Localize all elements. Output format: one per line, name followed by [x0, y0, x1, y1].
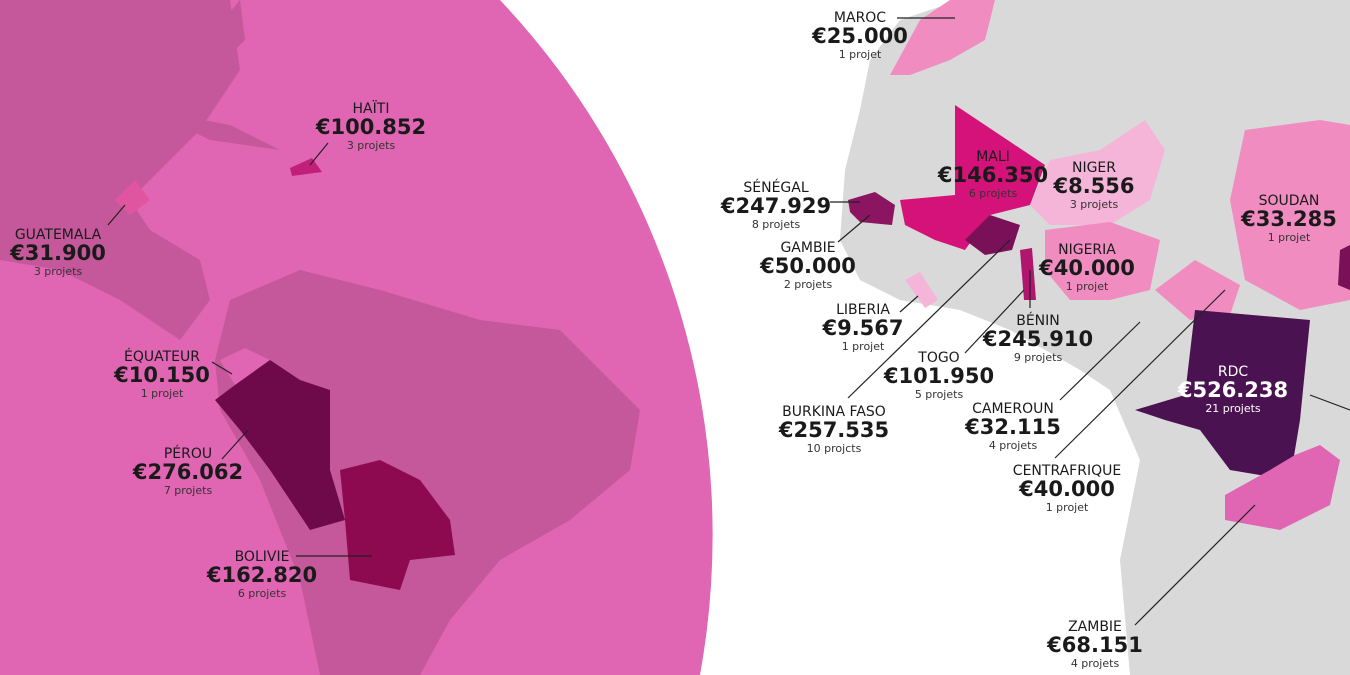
amount: €31.900 [9, 241, 106, 265]
project-count: 5 projets [915, 388, 964, 401]
project-count: 1 projet [842, 340, 885, 353]
country-name: PÉROU [164, 445, 212, 462]
amount: €10.150 [113, 363, 210, 387]
country-name: NIGERIA [1058, 242, 1116, 258]
amount: €146.350 [937, 163, 1048, 187]
project-count: 4 projets [989, 439, 1038, 452]
country-name: ZAMBIE [1068, 619, 1122, 635]
project-count: 1 projet [1046, 501, 1089, 514]
country-name: CENTRAFRIQUE [1013, 463, 1121, 479]
country-name: HAÏTI [353, 99, 390, 117]
amount: €8.556 [1052, 174, 1134, 198]
project-count: 7 projets [164, 484, 213, 497]
leader-lines [107, 17, 1350, 626]
country-name: BÉNIN [1016, 312, 1060, 329]
amount: €162.820 [206, 563, 317, 587]
country-name: MAROC [834, 10, 886, 26]
project-count: 10 projcts [807, 442, 862, 455]
amount: €100.852 [315, 115, 426, 139]
project-count: 3 projets [34, 265, 83, 278]
country-name: TOGO [917, 350, 959, 366]
project-count: 1 projet [839, 48, 882, 61]
amount: €247.929 [720, 194, 831, 218]
country-name: BURKINA FASO [782, 404, 886, 420]
project-count: 3 projets [1070, 198, 1119, 211]
amount: €32.115 [964, 415, 1061, 439]
country-name: BOLIVIE [235, 549, 290, 565]
amount: €245.910 [982, 327, 1093, 351]
amount: €33.285 [1240, 207, 1337, 231]
project-count: 6 projets [969, 187, 1018, 200]
amount: €40.000 [1038, 256, 1135, 280]
country-name: GAMBIE [780, 240, 835, 256]
country-name: CAMEROUN [972, 401, 1054, 417]
amount: €526.238 [1177, 378, 1288, 402]
project-count: 1 projet [1066, 280, 1109, 293]
country-name: MALI [976, 149, 1010, 165]
project-count: 1 projet [1268, 231, 1311, 244]
africa-map [840, 0, 1350, 675]
amount: €50.000 [759, 254, 856, 278]
country-name: GUATEMALA [15, 227, 102, 243]
country-name: SÉNÉGAL [743, 179, 808, 196]
project-count: 21 projets [1205, 402, 1261, 415]
country-name: LIBERIA [836, 302, 890, 318]
project-count: 1 projet [141, 387, 184, 400]
project-count: 9 projets [1014, 351, 1063, 364]
country-name: RDC [1218, 364, 1249, 380]
amount: €276.062 [132, 460, 243, 484]
project-count: 3 projets [347, 139, 396, 152]
americas-map [0, 0, 713, 675]
amount: €9.567 [821, 316, 903, 340]
project-count: 2 projets [784, 278, 833, 291]
amount: €40.000 [1018, 477, 1115, 501]
amount: €101.950 [883, 364, 994, 388]
project-count: 6 projets [238, 587, 287, 600]
amount: €25.000 [811, 24, 908, 48]
project-count: 8 projets [752, 218, 801, 231]
country-name: SOUDAN [1259, 193, 1320, 209]
country-name: NIGER [1072, 160, 1116, 176]
project-count: 4 projets [1071, 657, 1120, 670]
amount: €257.535 [778, 418, 889, 442]
country-name: ÉQUATEUR [124, 348, 200, 365]
amount: €68.151 [1046, 633, 1143, 657]
